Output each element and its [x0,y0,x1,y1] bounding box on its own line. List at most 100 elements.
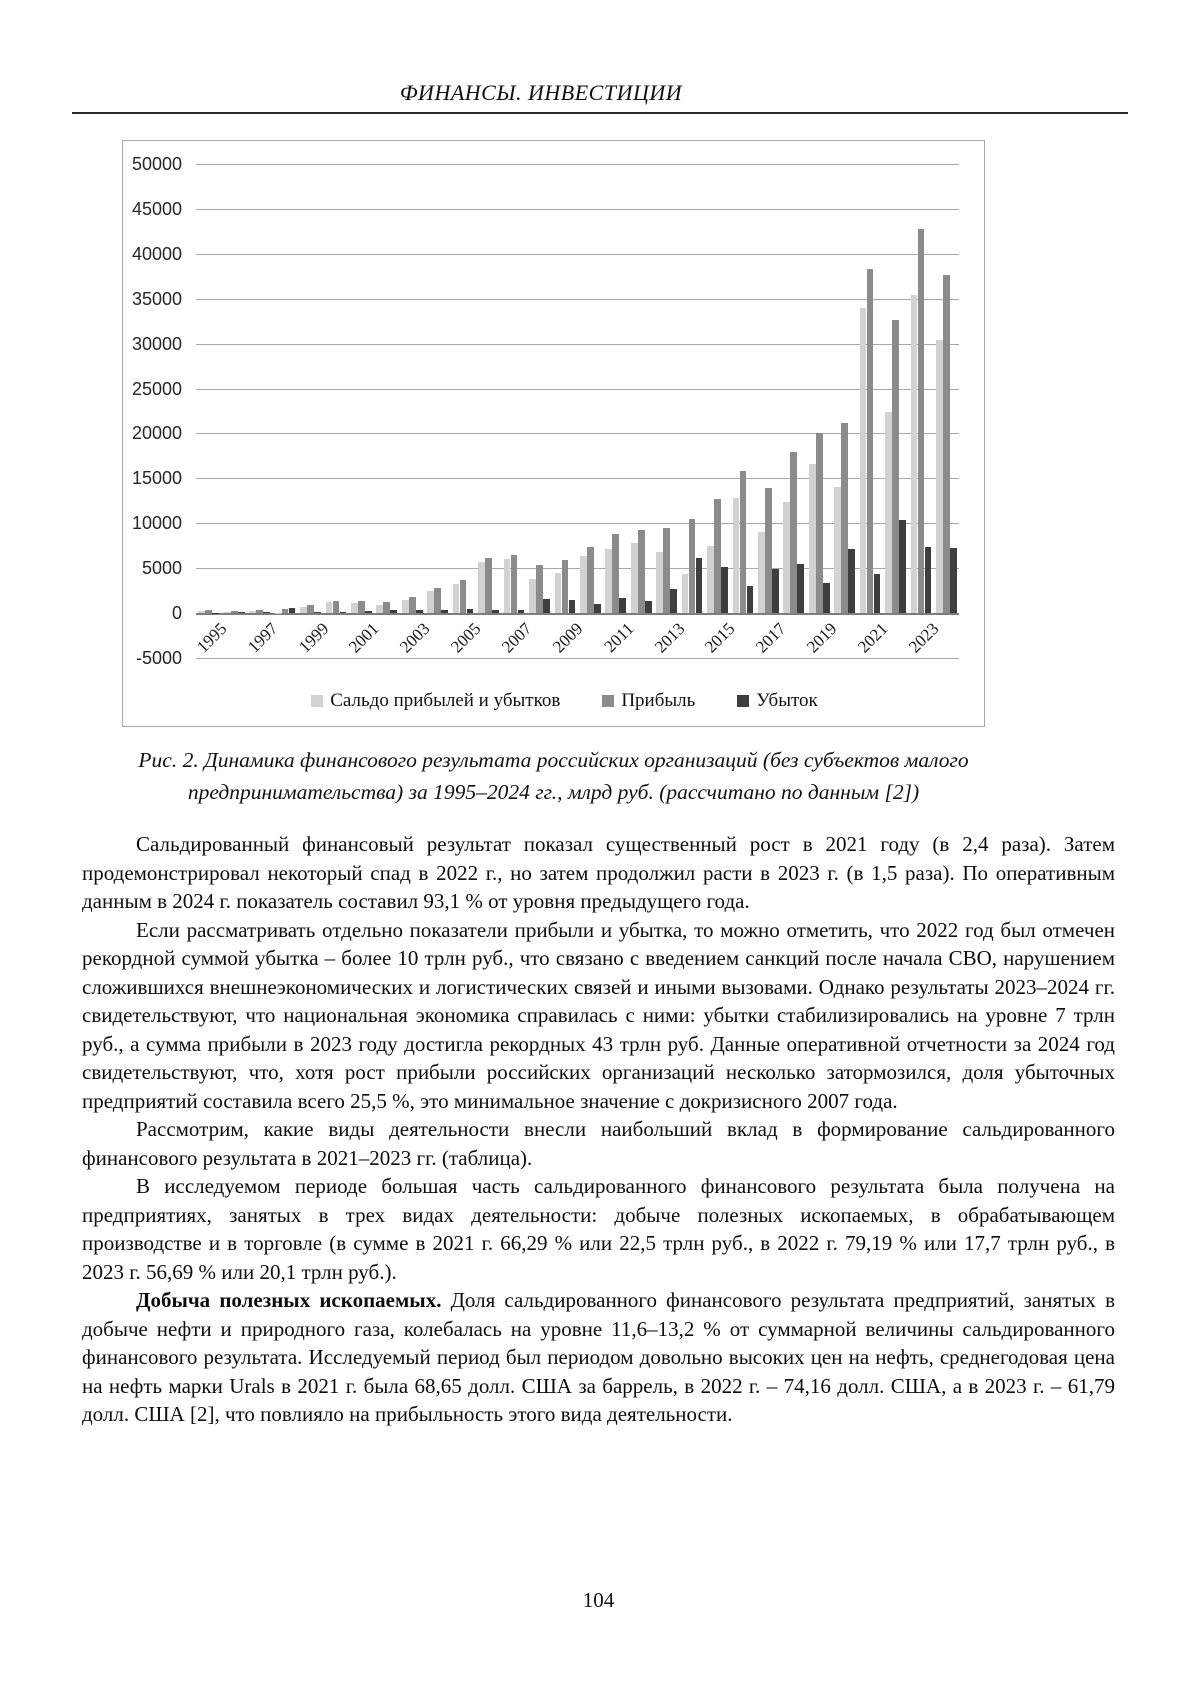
bar [401,599,409,613]
bar [681,574,689,613]
gridline [196,613,959,615]
bar [586,547,594,613]
bar [554,573,562,613]
bar [644,600,652,613]
x-axis-tick-label: 2013 [650,619,688,657]
paragraph: Если рассматривать отдельно показатели п… [82,917,1115,1113]
x-axis-tick-label: 2017 [752,619,790,657]
gridline [196,164,959,165]
bar [376,604,384,613]
bar [605,548,613,613]
gridline [196,523,959,525]
legend-swatch-icon [737,695,750,707]
legend-label: Сальдо прибылей и убытков [330,690,561,711]
legend-item: Убыток [737,690,818,712]
bar [815,433,823,613]
bar [873,573,881,613]
bar [383,601,391,613]
x-axis-tick-label: 2019 [803,619,841,657]
gridline [196,298,959,300]
bar [212,612,220,614]
bar [797,563,805,613]
bar [619,598,627,613]
x-axis-tick-label: 2007 [497,619,536,657]
figure-caption-line2: предпринимательства) за 1995–2024 гг., м… [187,780,920,804]
y-axis-tick-label: 15000 [131,468,182,489]
bar [307,605,314,613]
bar [637,530,645,613]
legend-swatch-icon [602,695,615,707]
figure-caption: Рис. 2. Динамика финансового результата … [122,744,985,808]
figure-chart: Сальдо прибылей и убытков Прибыль Убыток 5… [122,140,985,727]
y-axis-tick-label: 10000 [131,513,182,534]
x-axis-tick-label: 2021 [853,619,892,657]
bar [771,568,779,613]
bar [783,501,791,613]
bar [365,611,372,613]
y-axis-tick-label: -5000 [135,647,182,668]
bar [848,548,855,613]
gridline [196,343,959,345]
bar [910,294,918,613]
bar [764,487,772,613]
bar [739,470,747,613]
bar [721,566,728,613]
bar [249,611,257,613]
bar [263,611,271,613]
bar [670,589,677,613]
bar [198,610,206,613]
x-axis-tick-label: 1995 [192,619,231,657]
y-axis-tick-label: 45000 [131,198,182,219]
bar [459,580,467,613]
x-axis-tick-label: 1997 [243,619,282,657]
bar [936,340,943,613]
gridline [196,478,959,480]
bar [274,613,282,614]
gridline [196,657,959,659]
bar [834,486,841,613]
bar [441,610,449,613]
bar [612,534,620,613]
bar [529,578,536,613]
x-axis-tick-label: 2011 [599,619,638,657]
bar [808,463,816,613]
bar [339,611,347,613]
legend-label: Прибыль [621,690,696,711]
x-axis-tick-label: 2015 [701,619,739,657]
bar [485,558,492,613]
gridline [196,208,959,210]
chart-legend: Сальдо прибылей и убытков Прибыль Убыток [183,690,946,712]
paragraph: Сальдированный финансовый результат пока… [82,832,1115,913]
bar [351,602,358,613]
bar [757,531,765,613]
bar [288,608,296,613]
bar [561,560,569,613]
paragraph: В исследуемом периоде большая часть саль… [82,1174,1115,1284]
bar [630,542,638,613]
page-number: 104 [582,1588,615,1612]
bar [256,610,264,613]
y-axis-tick-label: 20000 [131,423,182,444]
bar [237,612,245,613]
bar [656,551,663,613]
bar [325,602,333,613]
bar [332,600,340,613]
legend-item: Прибыль [602,690,695,712]
x-axis-tick-label: 2003 [396,619,434,657]
bar [300,606,307,613]
bar [427,590,435,613]
bar [205,610,213,613]
bar [859,308,867,613]
y-axis-tick-label: 40000 [131,243,182,264]
bar [314,611,321,613]
bar [230,611,238,613]
paragraph-lead: Добыча полезных ископаемых. [136,1288,451,1312]
header-rule [72,112,1128,114]
legend-item: Сальдо прибылей и убытков [311,690,560,712]
x-axis-tick-label: 2005 [447,619,485,657]
bar [281,609,289,613]
bar [593,603,601,613]
bar [917,228,925,613]
bar [452,584,460,613]
bar [924,547,932,613]
